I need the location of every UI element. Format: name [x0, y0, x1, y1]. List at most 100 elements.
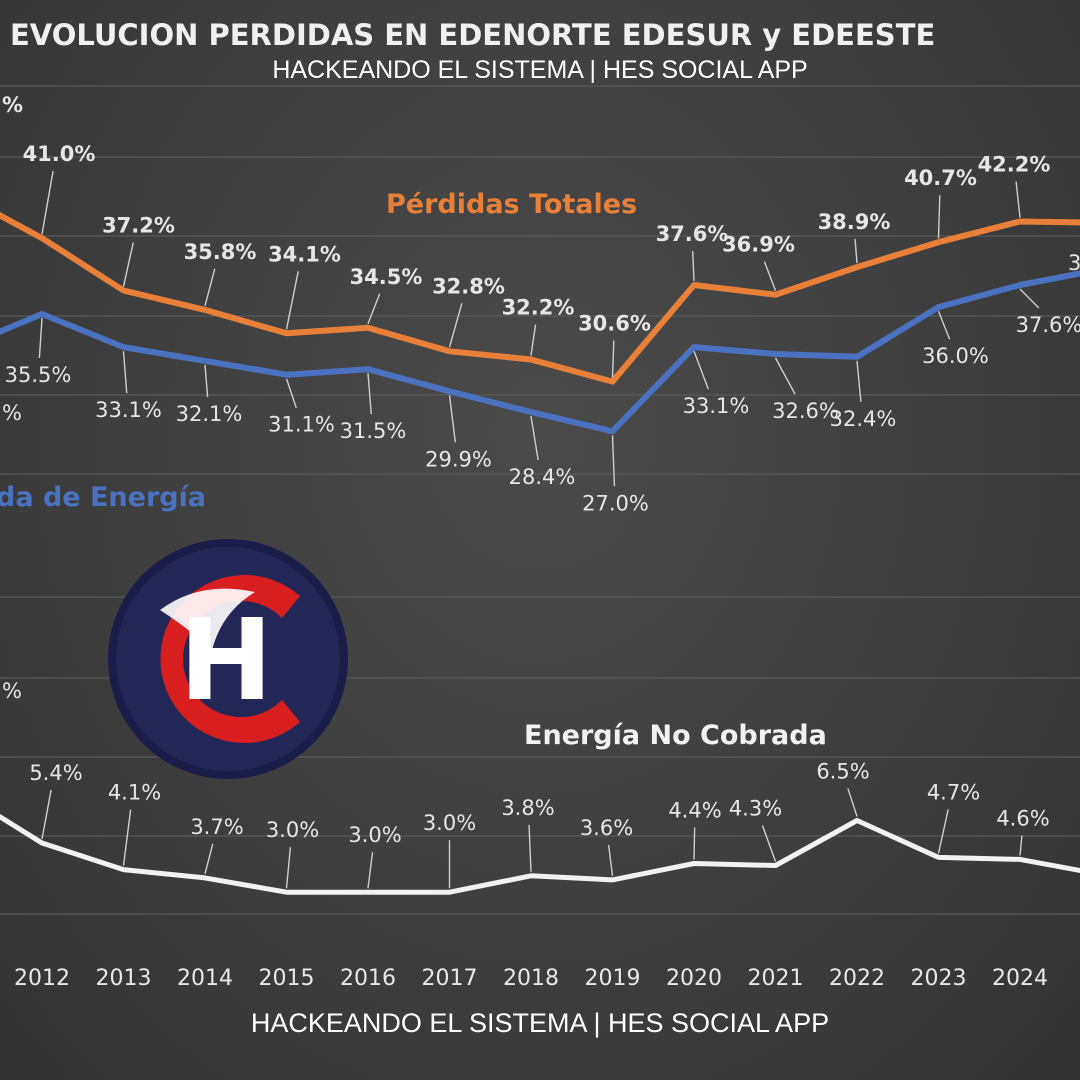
leader-line — [774, 357, 796, 395]
data-point — [40, 841, 44, 845]
leader-line — [38, 317, 43, 359]
data-label: 3.0% — [423, 811, 476, 835]
data-point — [611, 380, 614, 384]
chart-title: EVOLUCION PERDIDAS EN EDENORTE EDESUR y … — [10, 18, 936, 52]
leader-line — [448, 303, 463, 348]
data-point — [529, 410, 533, 414]
x-tick-label: 2019 — [585, 966, 641, 991]
leader-line — [367, 373, 372, 415]
data-label: 4.6% — [996, 806, 1049, 830]
data-label: 29.9% — [425, 447, 492, 471]
data-point — [692, 345, 696, 349]
data-label: 41.0% — [23, 142, 96, 166]
data-label: 32.6% — [772, 399, 839, 423]
data-label: 35.5% — [5, 363, 72, 387]
data-label: 3.7% — [190, 815, 243, 839]
data-point — [366, 326, 370, 330]
data-label: 3.0% — [266, 818, 319, 842]
data-label: 3.0% — [348, 823, 401, 847]
data-label-cropped: % — [2, 679, 22, 703]
data-point — [774, 352, 777, 356]
data-point — [611, 878, 614, 882]
data-point — [855, 355, 859, 359]
data-point — [122, 289, 125, 293]
series-lines — [0, 212, 1080, 895]
data-point — [1018, 220, 1022, 224]
leader-line — [1019, 288, 1040, 309]
data-label: 32.4% — [830, 407, 897, 431]
x-tick-label: 2018 — [503, 966, 559, 991]
data-label: 5.4% — [29, 761, 82, 785]
data-labels: 41.0%37.2%35.8% 34.1%34.5% 32.8%32.2%30.6%… — [2, 93, 1080, 889]
data-label: 36.0% — [922, 344, 989, 368]
data-point — [1018, 283, 1022, 287]
leader-line — [854, 239, 858, 264]
x-tick-label: 2022 — [829, 966, 885, 991]
data-point — [122, 345, 125, 349]
hes-logo: H — [108, 539, 348, 779]
x-tick-label: 2017 — [422, 966, 478, 991]
data-label: 33.1% — [95, 398, 162, 422]
data-point — [285, 331, 288, 335]
data-point — [366, 890, 370, 894]
data-label: 3.6% — [580, 816, 633, 840]
data-point — [203, 359, 207, 363]
data-label: 4.4% — [668, 799, 721, 823]
data-point — [203, 308, 207, 312]
logo-letter: H — [179, 596, 273, 726]
data-label: 3.8% — [501, 796, 554, 820]
data-point — [937, 855, 940, 859]
data-label: 28.4% — [509, 465, 576, 489]
leader-line — [761, 825, 777, 862]
data-label: 4.7% — [927, 780, 980, 804]
data-point — [611, 429, 614, 433]
leader-line — [122, 351, 128, 394]
leader-line — [285, 378, 297, 408]
leader-line — [937, 195, 941, 239]
leader-line — [367, 293, 381, 325]
series-name-0: Pérdidas Totales — [386, 189, 637, 220]
data-point — [774, 864, 777, 868]
data-label: 32.2% — [502, 296, 575, 320]
leader-line — [693, 350, 709, 390]
data-label: 38.9% — [818, 210, 891, 234]
data-point — [448, 389, 451, 393]
data-point — [692, 283, 696, 287]
leader-line — [204, 843, 214, 875]
data-label: 42.2% — [978, 153, 1051, 177]
leader-line — [937, 809, 949, 854]
data-label: 32.8% — [432, 274, 505, 298]
x-tick-label: 2016 — [340, 966, 396, 991]
leader-line — [285, 271, 299, 330]
data-point — [448, 349, 451, 353]
x-tick-label: 2014 — [177, 966, 233, 991]
leader-line — [528, 824, 532, 872]
data-label: 27.0% — [582, 491, 649, 515]
data-point — [529, 874, 533, 878]
x-tick-label: 2020 — [666, 966, 722, 991]
x-tick-label: 2015 — [259, 966, 315, 991]
data-point — [40, 312, 44, 316]
leader-line — [122, 242, 134, 287]
data-label: 34.1% — [268, 242, 341, 266]
leader-line — [607, 844, 614, 876]
leader-line — [611, 340, 615, 378]
leader-line — [122, 809, 132, 866]
data-label-cropped: 3 — [1068, 251, 1080, 275]
data-label-cropped: % — [2, 401, 22, 425]
leader-line — [41, 170, 54, 235]
leader-line — [530, 415, 539, 461]
data-point — [285, 890, 288, 894]
leader-line — [530, 324, 537, 356]
series-name-2: Energía No Cobrada — [524, 720, 827, 751]
data-label: 37.6% — [656, 222, 729, 246]
data-point — [448, 890, 451, 894]
leader-line — [847, 788, 858, 817]
data-label: 35.8% — [184, 240, 257, 264]
data-point — [855, 818, 859, 822]
logo-swoosh — [160, 588, 255, 650]
x-axis-ticks: 2012 2013 2014 2015 2016 2017 2018 2019 2020 2021… — [14, 966, 1048, 991]
leader-line — [763, 261, 777, 291]
